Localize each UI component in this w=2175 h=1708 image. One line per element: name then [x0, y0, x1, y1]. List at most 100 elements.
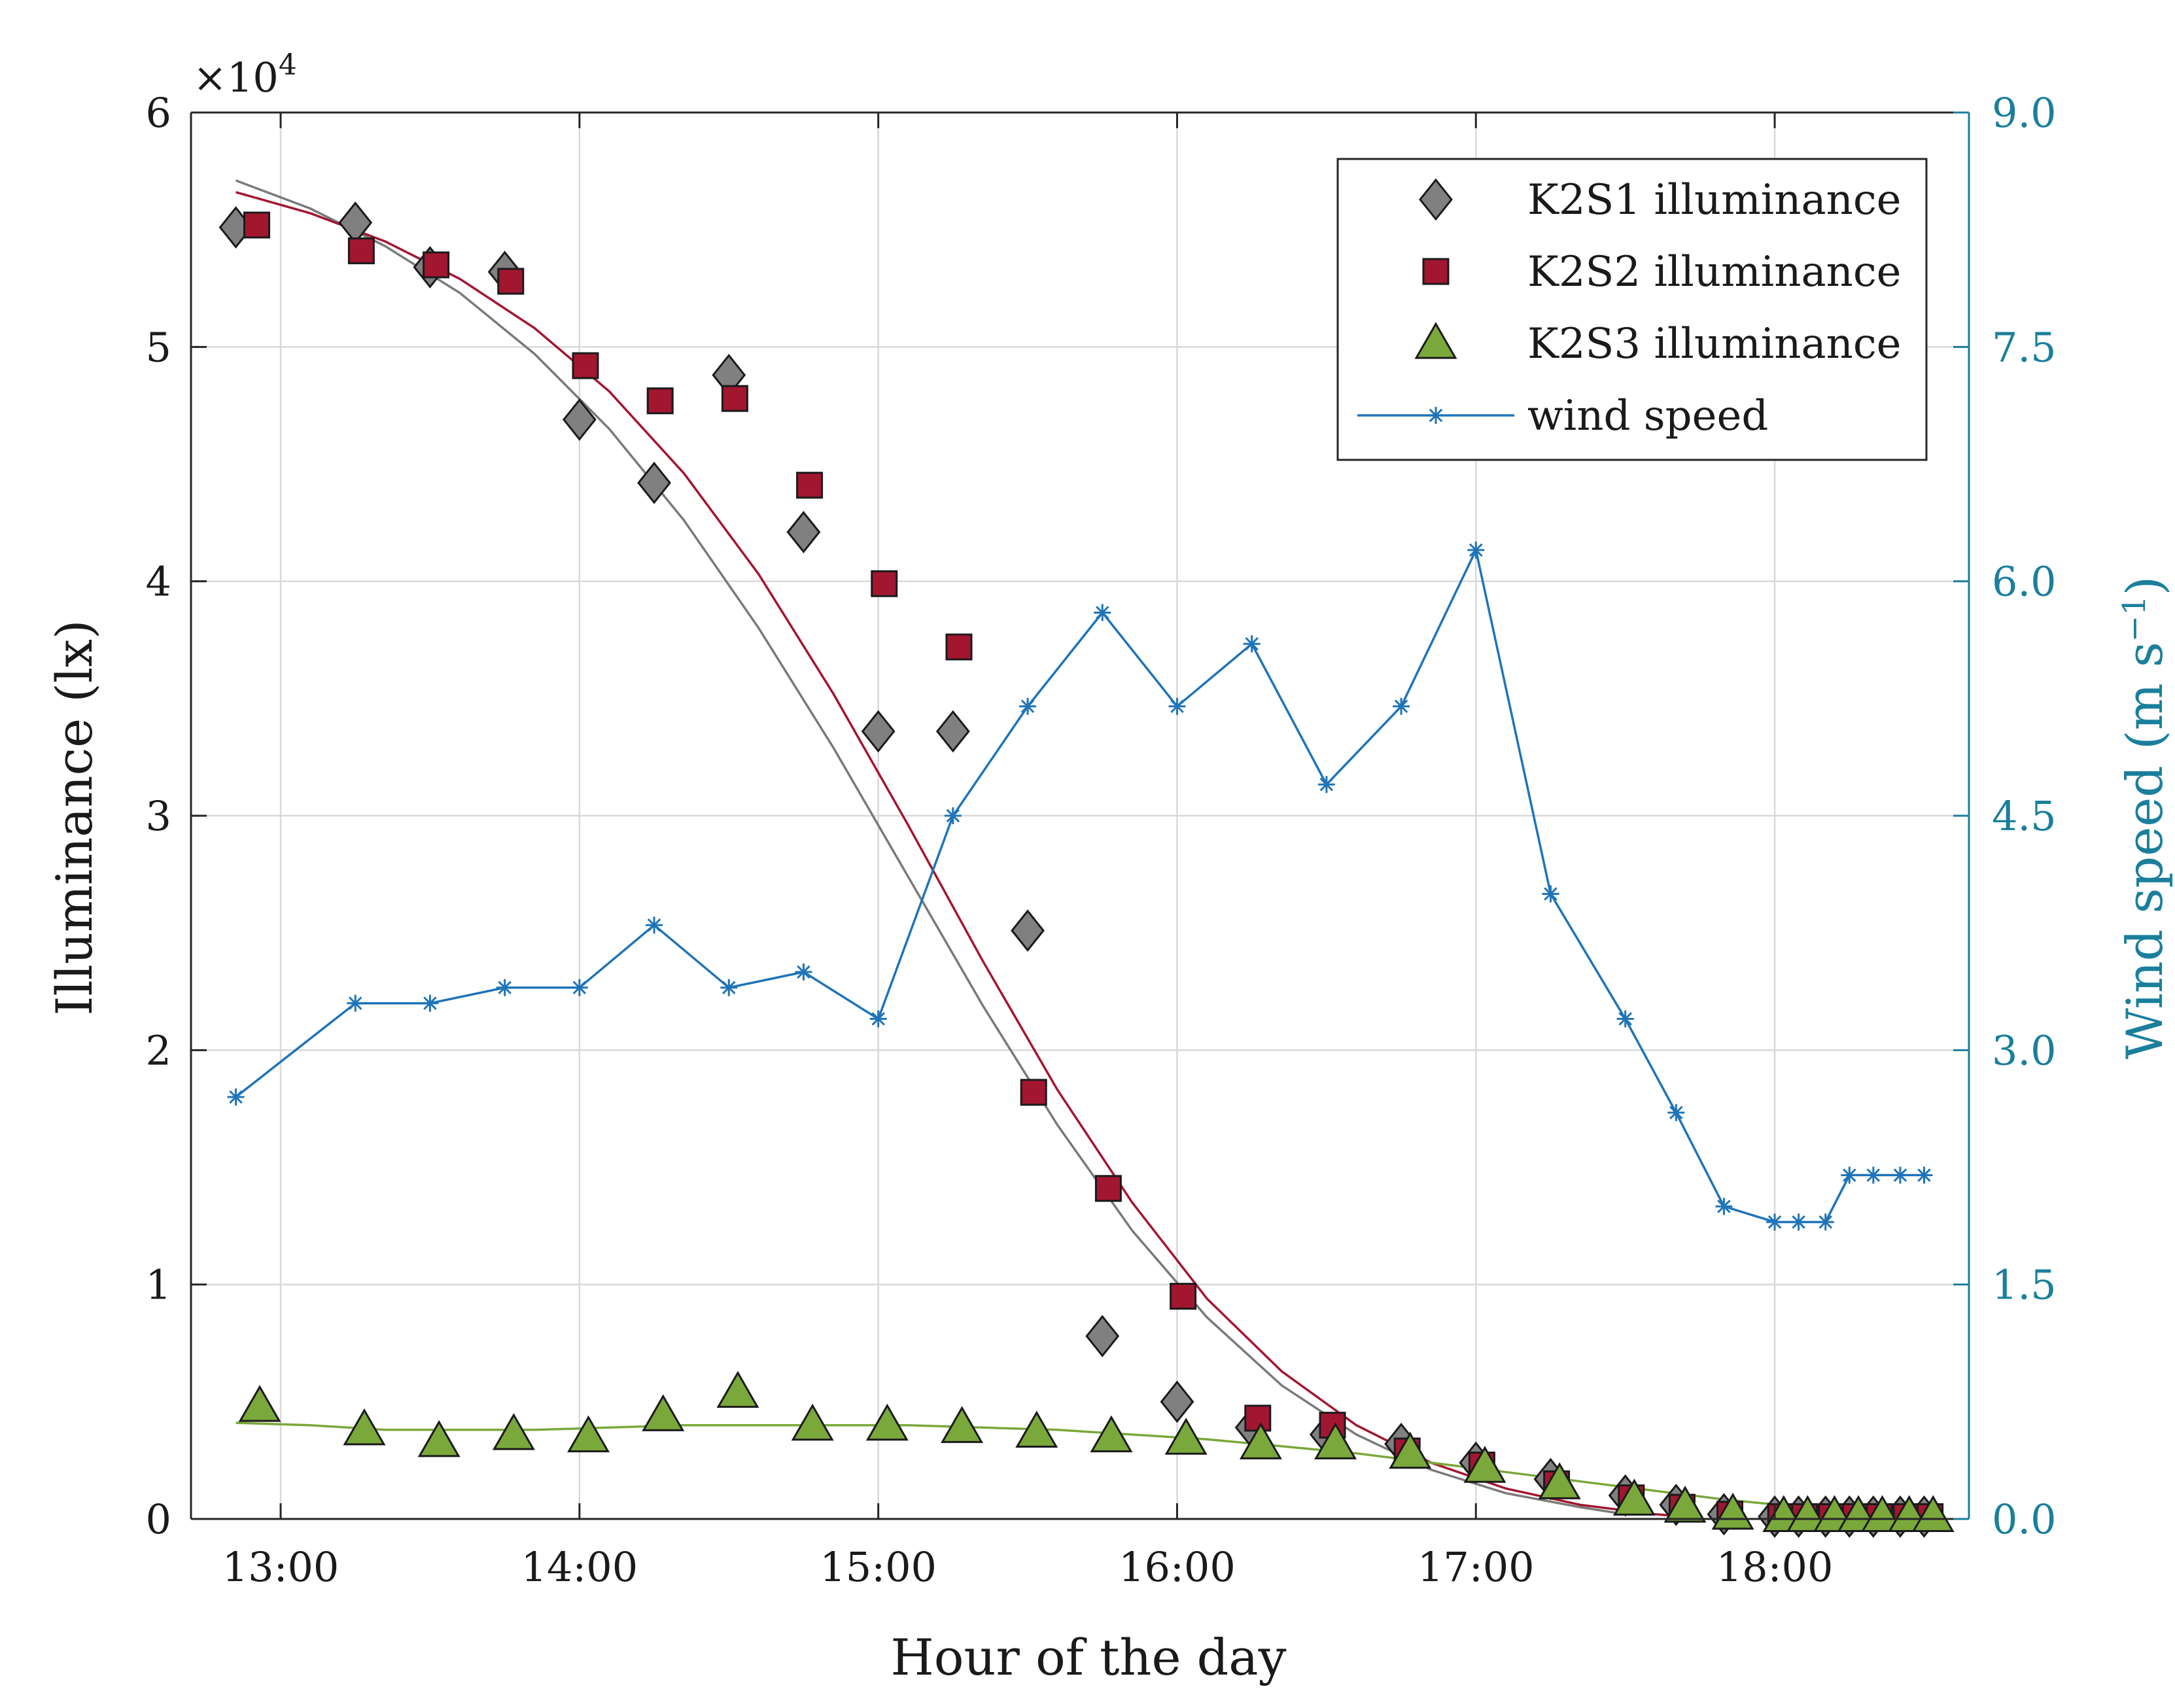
labels-layer: 13:00 14:00 15:00 16:00 17:00 18:00 0 1 2 3 4 5 6 0.0… [146, 89, 2057, 1591]
k2s3-point [865, 1403, 909, 1441]
legend-entry: K2S2 illuminance [1422, 248, 1902, 296]
k2s3-point [1389, 1431, 1432, 1469]
axes-layer [190, 111, 1970, 1520]
legend-marker-triangle [1414, 322, 1457, 359]
wind-speed-point [570, 979, 588, 996]
k2s3-point [941, 1406, 984, 1443]
legend-label: K2S2 illuminance [1527, 248, 1902, 296]
k2s3-point [1164, 1418, 1208, 1455]
y-axis-exponent-label: ×104 [193, 48, 297, 101]
wind-speed-point [795, 963, 812, 981]
k2s1-point [1085, 1315, 1120, 1357]
k2s2-point [1094, 1175, 1122, 1202]
wind-speed-point [944, 807, 962, 824]
k2s3-point [1663, 1486, 1707, 1523]
wind-speed-point [720, 979, 738, 996]
wind-speed-point [1243, 635, 1261, 653]
wind-speed-point [869, 1010, 887, 1028]
legend: K2S1 illuminance K2S2 illuminance K2S3 ill… [1336, 158, 1928, 461]
k2s3-point [1090, 1415, 1133, 1453]
k2s1-point [637, 461, 671, 504]
y2-axis-title-main: Wind speed (m s [2115, 642, 2174, 1059]
k2s2-point [243, 211, 270, 239]
y2-tick-label: 7.5 [1992, 323, 2057, 371]
y2-tick-label: 1.5 [1992, 1261, 2057, 1309]
x-tick-label: 13:00 [222, 1543, 339, 1591]
k2s3-point [1711, 1492, 1754, 1530]
k2s1-point [562, 398, 597, 441]
k2s1-point [861, 710, 896, 753]
legend-entry: wind speed [1357, 392, 1768, 440]
x-tick-label: 14:00 [521, 1543, 638, 1591]
k2s3-point [791, 1403, 834, 1441]
k2s3-point [1314, 1422, 1357, 1459]
k2s3-point [1911, 1495, 1955, 1533]
k2s2-point [871, 570, 898, 597]
k2s2-point [646, 387, 674, 415]
k2s3-point [1861, 1495, 1904, 1533]
legend-marker-asterisk [1427, 407, 1444, 424]
wind-speed-point [1616, 1010, 1634, 1028]
k2s2-point [572, 352, 599, 379]
y-exponent-prefix: ×10 [193, 54, 279, 101]
wind-speed-point [1841, 1166, 1858, 1184]
wind-speed-point [1393, 697, 1410, 715]
wind-speed-point [1542, 885, 1559, 903]
wind-speed-point [646, 916, 663, 934]
k2s3-point [716, 1370, 759, 1408]
k2s3-point [1612, 1478, 1656, 1516]
legend-label: K2S1 illuminance [1527, 176, 1902, 224]
wind-speed-point [1667, 1104, 1685, 1121]
y-tick-label: 1 [146, 1261, 171, 1309]
wind-speed-point [1915, 1166, 1933, 1184]
k2s1-point [1011, 909, 1045, 952]
wind-speed-point [1766, 1213, 1784, 1231]
y-tick-label: 0 [146, 1495, 171, 1543]
y2-axis-title-close: ) [2115, 576, 2174, 596]
y2-tick-label: 9.0 [1992, 89, 2057, 137]
k2s2-point [945, 633, 973, 661]
wind-speed-point [421, 994, 439, 1012]
k2s3-point [1015, 1410, 1058, 1448]
y2-axis-title-superscript: −1 [2116, 595, 2153, 642]
k2s1-point [786, 511, 821, 553]
k2s2-point [1244, 1404, 1272, 1432]
x-tick-label: 16:00 [1119, 1543, 1236, 1591]
x-axis-title: Hour of the day [890, 1628, 1286, 1686]
k2s1-point [1160, 1380, 1194, 1423]
y-tick-label: 3 [146, 792, 171, 840]
k2s3-point [1463, 1446, 1506, 1483]
y2-axis-title: Wind speed (m s−1) [2115, 576, 2174, 1060]
legend-entry: K2S3 illuminance [1414, 320, 1902, 368]
k2s3-point [642, 1394, 685, 1431]
k2s3-point [238, 1385, 281, 1422]
k2s2-point [1020, 1079, 1047, 1106]
wind-speed-point [1864, 1166, 1882, 1184]
y-axis-title: Illuminance (lx) [45, 619, 103, 1015]
legend-label: K2S3 illuminance [1527, 320, 1902, 368]
legend-marker-square [1422, 258, 1450, 285]
wind-series-layer [227, 541, 1933, 1231]
k2s2-point [423, 251, 450, 279]
x-tick-label: 17:00 [1418, 1543, 1535, 1591]
wind-speed-point [1317, 776, 1335, 793]
k2s3-point [1538, 1462, 1581, 1499]
legend-marker-diamond [1419, 178, 1453, 221]
wind-speed-point [1019, 697, 1037, 715]
wind-speed-point [496, 979, 513, 996]
wind-speed-point [1790, 1213, 1807, 1231]
k2s3-point [343, 1408, 386, 1446]
wind-speed-point [1168, 697, 1186, 715]
y-tick-label: 5 [146, 323, 171, 371]
k2s3-point [1239, 1422, 1282, 1459]
y-tick-label: 2 [146, 1026, 171, 1074]
k2s3-point [1786, 1495, 1829, 1533]
k2s1-point [935, 710, 970, 753]
wind-speed-point [1891, 1166, 1909, 1184]
y2-tick-label: 0.0 [1992, 1495, 2057, 1543]
y-tick-label: 6 [146, 89, 171, 137]
x-tick-label: 15:00 [820, 1543, 937, 1591]
k2s2-point [1170, 1283, 1197, 1310]
